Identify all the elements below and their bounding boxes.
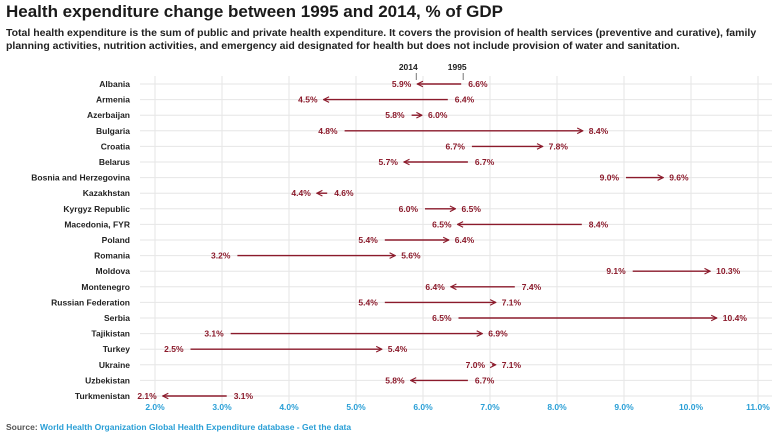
value-1995-label: 9.1%	[606, 266, 626, 276]
x-tick-label: 8.0%	[547, 402, 567, 412]
value-2014-label: 5.7%	[379, 157, 399, 167]
value-2014-label: 6.5%	[432, 219, 452, 229]
source-link[interactable]: World Health Organization Global Health …	[40, 422, 352, 432]
country-label: Kyrgyz Republic	[63, 204, 130, 214]
country-label: Serbia	[104, 313, 130, 323]
value-1995-label: 3.1%	[204, 329, 224, 339]
source-prefix: Source:	[6, 422, 41, 432]
x-tick-label: 2.0%	[145, 402, 165, 412]
value-2014-label: 6.4%	[425, 282, 445, 292]
x-tick-label: 10.0%	[679, 402, 704, 412]
country-label: Albania	[99, 79, 130, 89]
value-2014-label: 10.4%	[723, 313, 748, 323]
x-tick-label: 5.0%	[346, 402, 366, 412]
value-2014-label: 6.5%	[462, 204, 482, 214]
value-2014-label: 6.4%	[455, 235, 475, 245]
value-2014-label: 9.6%	[669, 173, 689, 183]
value-1995-label: 5.8%	[385, 110, 405, 120]
country-label: Macedonia, FYR	[64, 219, 130, 229]
value-1995-label: 6.0%	[399, 204, 419, 214]
value-2014-label: 7.1%	[502, 297, 522, 307]
country-label: Croatia	[101, 141, 131, 151]
value-2014-label: 7.8%	[549, 141, 569, 151]
x-tick-label: 6.0%	[413, 402, 433, 412]
chart-title: Health expenditure change between 1995 a…	[6, 2, 503, 21]
value-2014-label: 7.1%	[502, 360, 522, 370]
value-1995-label: 2.5%	[164, 344, 184, 354]
value-2014-label: 10.3%	[716, 266, 741, 276]
country-label: Bosnia and Herzegovina	[31, 173, 130, 183]
value-1995-label: 5.4%	[358, 235, 378, 245]
value-1995-label: 6.6%	[468, 79, 488, 89]
value-1995-label: 7.0%	[466, 360, 486, 370]
chart-subtitle: Total health expenditure is the sum of p…	[6, 27, 757, 52]
value-1995-label: 6.4%	[455, 95, 475, 105]
value-1995-label: 6.7%	[446, 141, 466, 151]
value-2014-label: 8.4%	[589, 126, 609, 136]
x-tick-label: 9.0%	[614, 402, 634, 412]
value-2014-label: 6.9%	[488, 329, 508, 339]
country-label: Turkey	[103, 344, 131, 354]
x-axis-ticks: 2.0% 3.0% 4.0% 5.0% 6.0% 7.0% 8.0% 9.0% 10.0% 11.…	[145, 402, 770, 412]
value-1995-label: 3.2%	[211, 251, 231, 261]
country-label: Bulgaria	[96, 126, 130, 136]
value-1995-label: 4.8%	[318, 126, 338, 136]
value-2014-label: 4.5%	[298, 95, 318, 105]
value-2014-label: 6.0%	[428, 110, 448, 120]
country-label: Ukraine	[99, 360, 130, 370]
year-legend: 2014 1995	[399, 62, 467, 80]
value-2014-label: 4.4%	[291, 188, 311, 198]
value-2014-label: 5.8%	[385, 375, 405, 385]
x-tick-label: 11.0%	[746, 402, 770, 412]
value-1995-label: 9.0%	[600, 173, 620, 183]
country-label: Poland	[102, 235, 130, 245]
value-1995-label: 3.1%	[234, 391, 254, 401]
value-1995-label: 6.7%	[475, 157, 495, 167]
data-rows: Albania 6.6% 5.9% Armenia 6.4% 4.5% Azerbaijan…	[31, 79, 747, 401]
x-tick-label: 7.0%	[480, 402, 500, 412]
x-tick-label: 3.0%	[212, 402, 232, 412]
country-label: Tajikistan	[91, 329, 130, 339]
country-label: Moldova	[96, 266, 131, 276]
value-2014-label: 5.9%	[392, 79, 412, 89]
value-2014-label: 2.1%	[137, 391, 157, 401]
legend-2014-label: 2014	[399, 62, 418, 72]
country-label: Armenia	[96, 95, 130, 105]
value-1995-label: 7.4%	[522, 282, 542, 292]
value-1995-label: 6.5%	[432, 313, 452, 323]
value-1995-label: 6.7%	[475, 375, 495, 385]
country-label: Russian Federation	[51, 297, 130, 307]
value-1995-label: 5.4%	[358, 297, 378, 307]
source-note: Source: World Health Organization Global…	[6, 422, 351, 432]
value-2014-label: 5.6%	[401, 251, 421, 261]
value-1995-label: 4.6%	[334, 188, 354, 198]
country-label: Turkmenistan	[75, 391, 130, 401]
value-2014-label: 5.4%	[388, 344, 408, 354]
country-label: Azerbaijan	[87, 110, 130, 120]
x-tick-label: 4.0%	[279, 402, 299, 412]
legend-1995-label: 1995	[448, 62, 467, 72]
country-label: Uzbekistan	[85, 375, 130, 385]
country-label: Montenegro	[81, 282, 130, 292]
country-label: Kazakhstan	[83, 188, 130, 198]
value-1995-label: 8.4%	[589, 219, 609, 229]
country-label: Romania	[94, 251, 130, 261]
country-label: Belarus	[99, 157, 130, 167]
